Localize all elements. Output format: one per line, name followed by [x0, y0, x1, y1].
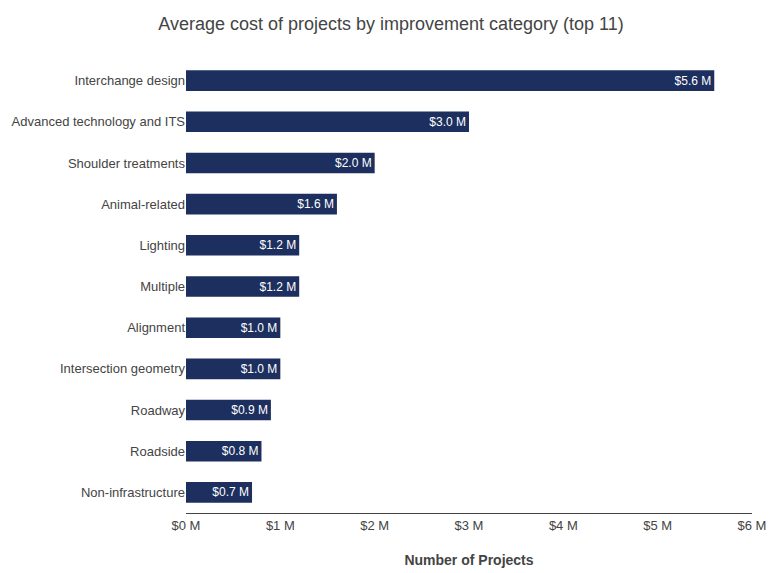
svg-text:$1.0 M: $1.0 M	[241, 362, 278, 376]
svg-text:$1 M: $1 M	[266, 518, 295, 533]
svg-text:$3.0 M: $3.0 M	[429, 115, 466, 129]
svg-text:$2.0 M: $2.0 M	[335, 156, 372, 170]
svg-text:Number of Projects: Number of Projects	[404, 552, 533, 568]
svg-text:Multiple: Multiple	[140, 279, 185, 294]
svg-text:$2 M: $2 M	[360, 518, 389, 533]
svg-text:Advanced technology and ITS: Advanced technology and ITS	[12, 114, 186, 129]
svg-text:$1.6 M: $1.6 M	[297, 197, 334, 211]
svg-text:$1.0 M: $1.0 M	[241, 321, 278, 335]
svg-text:$0 M: $0 M	[172, 518, 201, 533]
svg-text:Lighting: Lighting	[139, 238, 185, 253]
svg-text:$0.8 M: $0.8 M	[222, 444, 259, 458]
svg-text:Non-infrastructure: Non-infrastructure	[81, 485, 185, 500]
svg-text:$0.7 M: $0.7 M	[212, 485, 249, 499]
svg-text:$0.9 M: $0.9 M	[231, 403, 268, 417]
svg-text:Animal-related: Animal-related	[101, 197, 185, 212]
svg-text:Roadside: Roadside	[130, 444, 185, 459]
svg-text:$1.2 M: $1.2 M	[260, 280, 297, 294]
svg-text:$4 M: $4 M	[549, 518, 578, 533]
svg-text:$5.6 M: $5.6 M	[675, 74, 712, 88]
svg-text:$5 M: $5 M	[643, 518, 672, 533]
svg-text:Average cost of projects by im: Average cost of projects by improvement …	[158, 14, 624, 34]
svg-text:$3 M: $3 M	[455, 518, 484, 533]
svg-text:$6 M: $6 M	[738, 518, 767, 533]
svg-text:Roadway: Roadway	[131, 403, 186, 418]
svg-text:Shoulder treatments: Shoulder treatments	[68, 156, 186, 171]
svg-text:Interchange design: Interchange design	[74, 73, 185, 88]
svg-text:Alignment: Alignment	[127, 320, 185, 335]
svg-text:$1.2 M: $1.2 M	[260, 238, 297, 252]
svg-text:Intersection geometry: Intersection geometry	[60, 361, 186, 376]
